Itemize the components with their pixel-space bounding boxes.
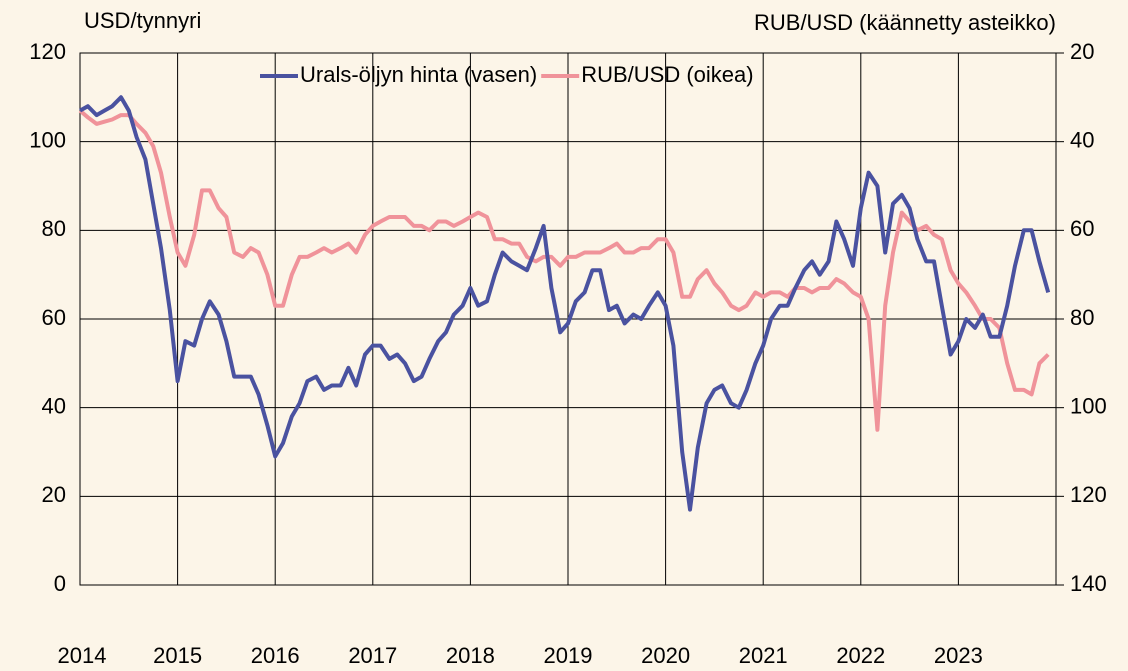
x-tick-label: 2018	[446, 643, 495, 668]
x-tick-label: 2023	[934, 643, 983, 668]
y-tick-label: 120	[29, 39, 66, 64]
data-line	[78, 109, 1050, 432]
y2-axis-label: RUB/USD (käännetty asteikko)	[754, 10, 1056, 35]
x-tick-label: 2021	[739, 643, 788, 668]
data-line	[79, 95, 1051, 512]
y2-tick-label: 20	[1070, 39, 1094, 64]
y-tick-label: 20	[42, 482, 66, 507]
x-tick-label: 2020	[641, 643, 690, 668]
y-axis-label: USD/tynnyri	[84, 8, 201, 33]
x-tick-label: 2015	[153, 643, 202, 668]
y2-tick-label: 120	[1070, 482, 1107, 507]
y2-tick-label: 60	[1070, 216, 1094, 241]
x-tick-label: 2022	[836, 643, 885, 668]
x-tick-label: 2017	[348, 643, 397, 668]
x-tick-label: 2016	[251, 643, 300, 668]
plot-frame	[79, 52, 1057, 586]
legend-label: Urals-öljyn hinta (vasen)	[300, 62, 537, 87]
y2-tick-label: 100	[1070, 393, 1107, 418]
x-tick-label: 2019	[544, 643, 593, 668]
x-tick-label: 2014	[58, 643, 107, 668]
y-tick-label: 0	[54, 571, 66, 596]
y-tick-label: 60	[42, 305, 66, 330]
y-tick-label: 40	[42, 393, 66, 418]
y-tick-label: 100	[29, 127, 66, 152]
y2-tick-label: 80	[1070, 305, 1094, 330]
legend-label: RUB/USD (oikea)	[581, 62, 753, 87]
y2-tick-label: 40	[1070, 127, 1094, 152]
y-tick-label: 80	[42, 216, 66, 241]
y2-tick-label: 140	[1070, 571, 1107, 596]
